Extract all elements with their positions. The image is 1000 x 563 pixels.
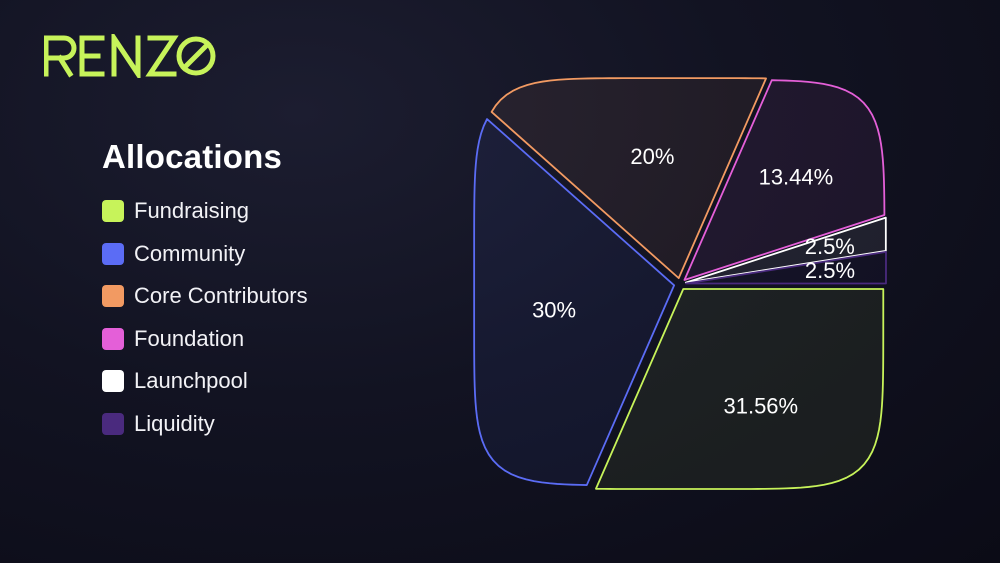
legend-label: Liquidity bbox=[134, 410, 215, 436]
renzo-logo bbox=[43, 29, 216, 83]
legend-label: Fundraising bbox=[134, 198, 249, 224]
legend-swatch bbox=[102, 285, 124, 308]
legend-item: Foundation bbox=[102, 318, 308, 361]
slice-value-label: 13.44% bbox=[759, 165, 834, 190]
legend-item: Liquidity bbox=[102, 403, 308, 446]
legend-swatch bbox=[102, 412, 124, 435]
legend-item: Community bbox=[102, 233, 308, 276]
pie-slice bbox=[684, 216, 887, 284]
legend-label: Launchpool bbox=[134, 368, 248, 394]
slice-value-label: 2.5% bbox=[805, 258, 855, 283]
legend: Allocations Fundraising Community Core Con… bbox=[102, 138, 308, 445]
pie-slice bbox=[683, 79, 886, 281]
legend-swatch bbox=[102, 242, 124, 265]
legend-item: Fundraising bbox=[102, 190, 308, 233]
slice-value-label: 20% bbox=[630, 144, 674, 169]
pie-slice bbox=[473, 118, 676, 486]
allocation-pie-chart: 31.56% 30% 20% 13.44% 2.5%2.5% bbox=[473, 77, 887, 490]
legend-label: Community bbox=[134, 240, 246, 266]
slice-value-label: 31.56% bbox=[723, 393, 798, 418]
legend-item: Launchpool bbox=[102, 360, 308, 403]
legend-label: Foundation bbox=[134, 325, 245, 351]
legend-item: Core Contributors bbox=[102, 275, 308, 318]
legend-title: Allocations bbox=[102, 138, 283, 175]
legend-swatch bbox=[102, 200, 124, 223]
legend-list: Fundraising Community Core Contributors Fou… bbox=[102, 190, 308, 445]
slice-value-label: 2.5% bbox=[805, 234, 855, 259]
legend-swatch bbox=[102, 327, 124, 350]
pie-slice bbox=[685, 250, 887, 285]
renzo-logo-svg bbox=[43, 29, 216, 83]
pie-slice bbox=[490, 77, 767, 280]
pie-slice bbox=[595, 288, 885, 490]
slice-value-label: 30% bbox=[532, 297, 576, 322]
legend-swatch bbox=[102, 370, 124, 393]
legend-label: Core Contributors bbox=[134, 283, 308, 309]
